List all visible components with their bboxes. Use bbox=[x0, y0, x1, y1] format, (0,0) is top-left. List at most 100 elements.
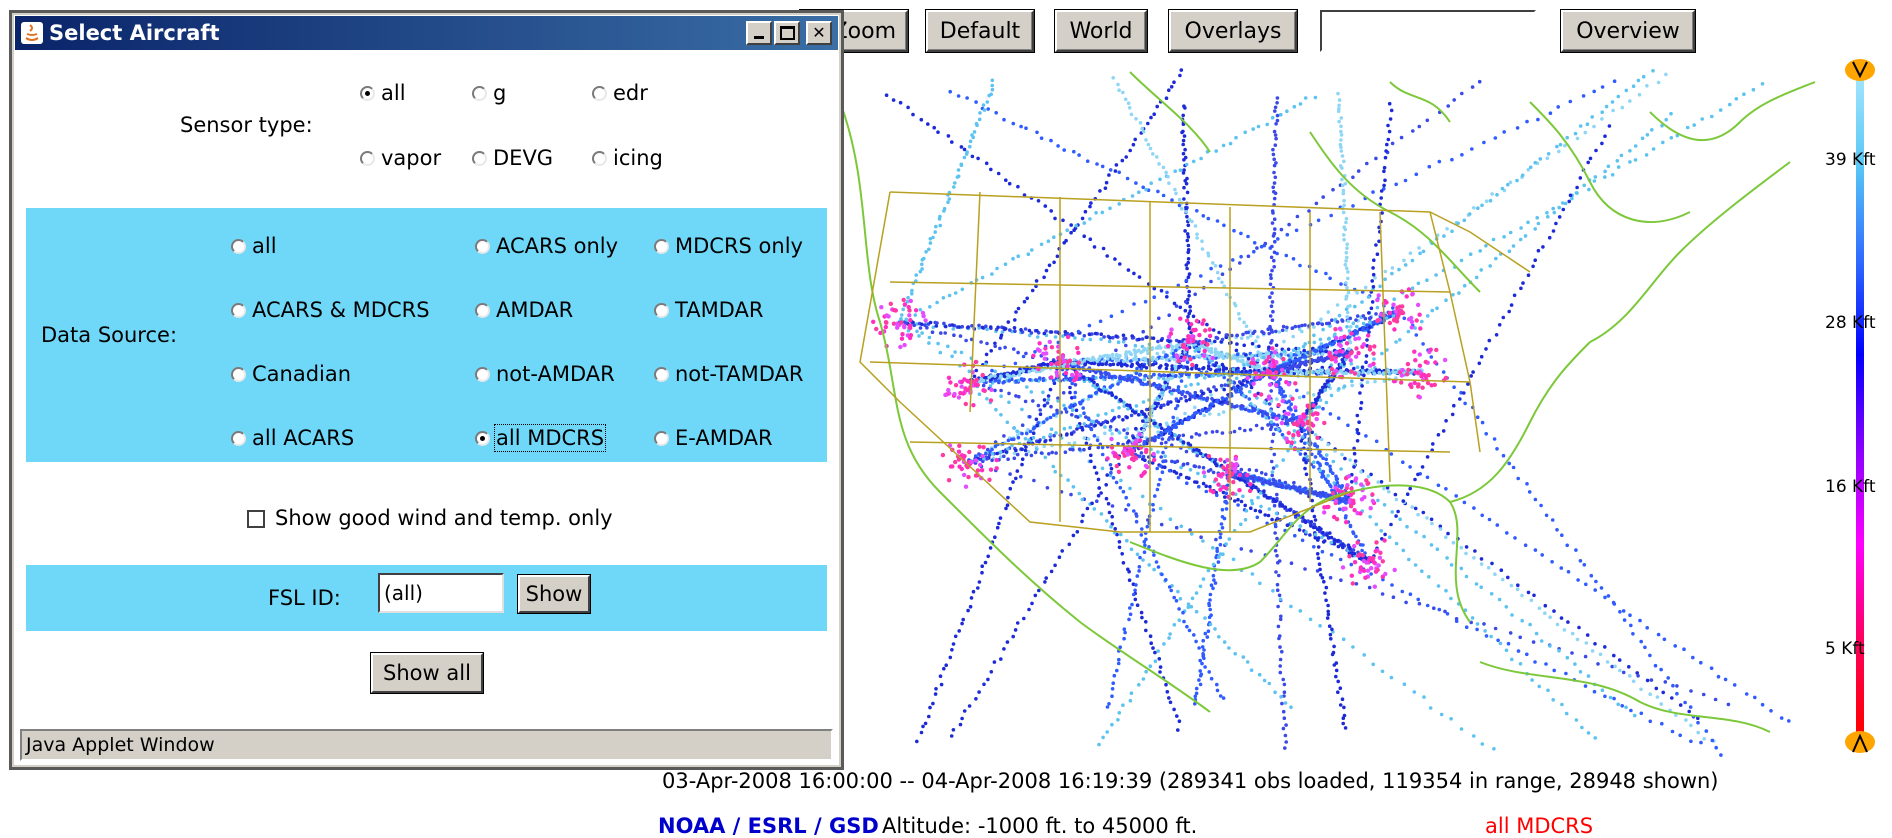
track-point bbox=[1184, 449, 1189, 454]
track-point bbox=[1548, 111, 1553, 115]
track-point bbox=[1432, 606, 1436, 610]
track-point bbox=[1232, 429, 1237, 434]
track-point bbox=[1209, 359, 1213, 363]
track-point bbox=[1170, 459, 1174, 464]
track-point bbox=[1275, 101, 1279, 105]
track-point bbox=[1025, 385, 1029, 389]
track-point bbox=[1416, 512, 1420, 517]
track-point bbox=[1519, 226, 1523, 230]
track-point bbox=[1217, 330, 1221, 335]
track-point bbox=[900, 313, 904, 317]
track-point bbox=[1110, 514, 1114, 519]
track-point bbox=[1144, 187, 1148, 192]
track-point bbox=[1054, 451, 1058, 455]
track-point bbox=[985, 341, 989, 346]
track-point bbox=[1648, 692, 1652, 696]
track-point bbox=[1592, 179, 1597, 183]
track-point bbox=[1521, 281, 1525, 285]
track-point bbox=[1192, 355, 1196, 360]
track-point bbox=[1267, 496, 1271, 500]
track-point bbox=[1224, 542, 1228, 546]
track-point bbox=[985, 327, 989, 332]
track-point bbox=[1593, 175, 1598, 179]
track-point bbox=[1268, 282, 1273, 287]
track-point bbox=[1211, 470, 1216, 475]
track-point bbox=[1301, 355, 1306, 359]
track-point bbox=[1312, 522, 1317, 527]
track-point bbox=[1120, 309, 1125, 314]
track-point bbox=[1644, 153, 1649, 157]
track-point bbox=[1099, 337, 1103, 342]
track-point bbox=[1194, 686, 1199, 691]
track-point bbox=[984, 161, 989, 166]
track-point bbox=[914, 273, 918, 277]
track-point bbox=[1744, 692, 1749, 696]
track-point bbox=[1331, 459, 1336, 464]
track-point bbox=[919, 730, 924, 735]
track-point bbox=[1283, 733, 1288, 738]
track-point bbox=[950, 648, 954, 652]
track-point bbox=[1307, 209, 1311, 213]
track-point bbox=[1583, 130, 1588, 135]
track-point bbox=[1242, 366, 1246, 371]
overview-button[interactable]: Overview bbox=[1561, 10, 1695, 52]
track-point bbox=[1656, 80, 1661, 85]
track-point bbox=[1357, 420, 1361, 425]
track-point bbox=[1603, 169, 1607, 174]
track-point bbox=[1585, 122, 1590, 126]
track-point bbox=[1266, 327, 1270, 332]
world-button[interactable]: World bbox=[1055, 10, 1147, 52]
track-point bbox=[1220, 431, 1225, 435]
track-point bbox=[1506, 182, 1510, 187]
track-point bbox=[1176, 283, 1181, 288]
track-point bbox=[1273, 227, 1277, 231]
track-point bbox=[1341, 721, 1345, 726]
track-point bbox=[1687, 709, 1691, 714]
track-point bbox=[1109, 375, 1114, 380]
track-point bbox=[1320, 575, 1325, 580]
track-point bbox=[953, 350, 957, 354]
track-point bbox=[1069, 230, 1073, 235]
track-point bbox=[1321, 474, 1326, 479]
track-point bbox=[1304, 472, 1309, 477]
track-point bbox=[1025, 296, 1029, 301]
track-point bbox=[1019, 328, 1023, 332]
track-point bbox=[1169, 356, 1173, 361]
track-point bbox=[1371, 190, 1375, 194]
track-point bbox=[1143, 458, 1147, 463]
default-button[interactable]: Default bbox=[926, 10, 1034, 52]
track-point bbox=[1256, 495, 1260, 500]
track-point bbox=[994, 407, 998, 412]
track-point bbox=[1575, 637, 1580, 642]
track-point bbox=[1286, 368, 1290, 372]
track-point bbox=[1316, 545, 1321, 549]
track-point bbox=[1368, 325, 1372, 329]
track-point bbox=[1204, 489, 1209, 494]
track-point bbox=[923, 323, 927, 328]
track-point bbox=[1186, 257, 1191, 261]
track-point bbox=[1369, 306, 1374, 311]
track-point bbox=[1198, 658, 1202, 663]
track-point bbox=[1156, 189, 1160, 194]
track-point bbox=[1222, 640, 1227, 644]
track-point bbox=[1033, 450, 1038, 455]
track-point bbox=[1280, 432, 1285, 437]
track-point bbox=[1156, 435, 1161, 440]
track-point bbox=[1156, 649, 1160, 653]
track-point bbox=[1257, 344, 1261, 349]
track-point bbox=[976, 156, 980, 161]
track-point bbox=[1094, 211, 1098, 215]
track-point bbox=[1539, 639, 1544, 643]
track-point bbox=[1185, 481, 1189, 486]
track-point bbox=[1639, 687, 1643, 692]
track-point bbox=[1466, 382, 1470, 386]
track-point bbox=[1472, 506, 1476, 510]
flight-map[interactable] bbox=[830, 62, 1820, 762]
track-point bbox=[1340, 452, 1344, 457]
track-point bbox=[1147, 563, 1151, 567]
overlays-button[interactable]: Overlays bbox=[1169, 10, 1297, 52]
track-point bbox=[1459, 390, 1463, 395]
search-input[interactable] bbox=[1320, 10, 1536, 52]
track-point bbox=[1262, 489, 1266, 493]
track-point bbox=[1422, 534, 1426, 539]
